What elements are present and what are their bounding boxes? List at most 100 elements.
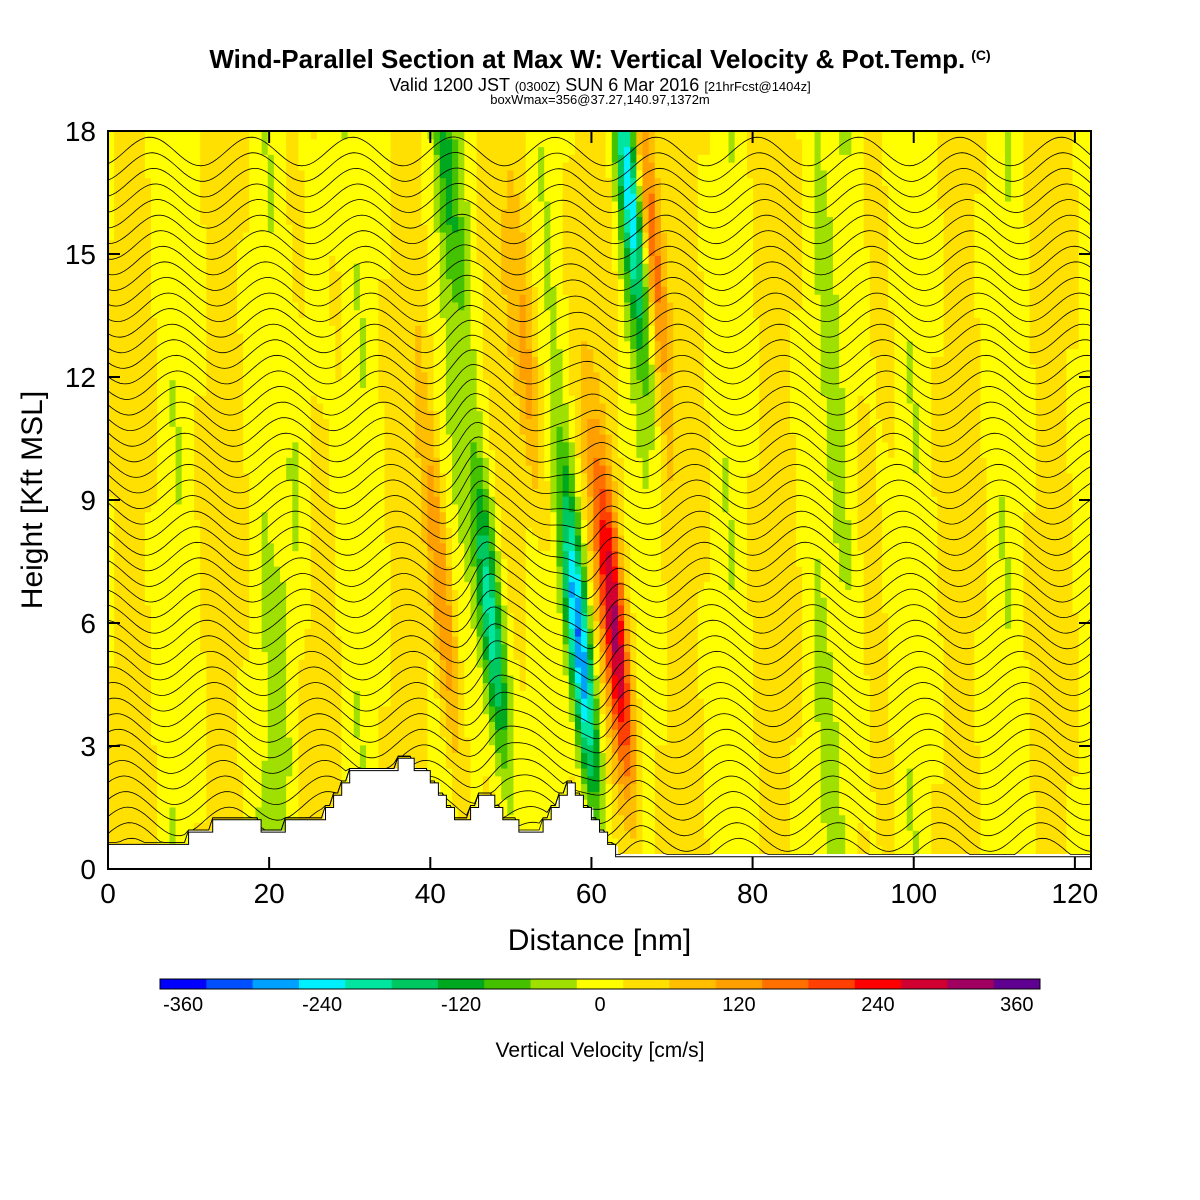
velocity-cell xyxy=(194,705,201,715)
velocity-cell xyxy=(316,379,324,388)
velocity-cell xyxy=(157,200,164,210)
velocity-cell xyxy=(224,224,232,233)
velocity-cell xyxy=(323,589,330,598)
velocity-cell xyxy=(273,635,281,645)
velocity-cell xyxy=(212,488,220,497)
velocity-cell xyxy=(206,286,214,295)
velocity-cell xyxy=(292,348,300,357)
velocity-cell xyxy=(108,581,115,590)
velocity-cell xyxy=(286,138,293,148)
velocity-cell xyxy=(175,791,183,800)
velocity-cell xyxy=(341,387,349,396)
velocity-cell xyxy=(396,511,404,521)
velocity-cell xyxy=(280,441,287,451)
velocity-cell xyxy=(267,542,275,552)
velocity-cell xyxy=(249,387,257,396)
velocity-cell xyxy=(353,441,361,451)
velocity-cell xyxy=(163,309,171,319)
velocity-cell xyxy=(132,698,140,707)
velocity-cell xyxy=(144,659,152,668)
velocity-cell xyxy=(138,356,146,365)
velocity-cell xyxy=(224,371,232,381)
velocity-cell xyxy=(132,402,140,412)
velocity-cell xyxy=(304,162,312,171)
velocity-cell xyxy=(372,131,379,140)
velocity-cell xyxy=(138,224,146,233)
velocity-cell xyxy=(108,247,115,256)
velocity-cell xyxy=(433,581,441,590)
velocity-cell xyxy=(310,131,318,140)
velocity-cell xyxy=(157,519,164,528)
velocity-cell xyxy=(347,441,355,451)
velocity-cell xyxy=(316,791,324,800)
velocity-cell xyxy=(409,193,416,202)
velocity-cell xyxy=(126,511,134,521)
velocity-cell xyxy=(194,628,201,637)
velocity-cell xyxy=(304,200,312,210)
velocity-cell xyxy=(181,705,189,715)
velocity-cell xyxy=(194,566,201,575)
velocity-cell xyxy=(273,659,281,668)
velocity-cell xyxy=(224,480,232,489)
velocity-cell xyxy=(366,511,373,521)
velocity-cell xyxy=(175,162,183,171)
velocity-cell xyxy=(212,814,220,823)
velocity-cell xyxy=(200,348,207,357)
velocity-cell xyxy=(396,465,404,474)
velocity-cell xyxy=(347,674,355,684)
velocity-cell xyxy=(132,410,140,420)
velocity-cell xyxy=(237,597,244,606)
velocity-cell xyxy=(132,806,140,816)
velocity-cell xyxy=(157,573,164,583)
velocity-cell xyxy=(169,208,177,218)
velocity-cell xyxy=(366,651,373,660)
velocity-cell xyxy=(316,488,324,497)
velocity-cell xyxy=(120,286,128,295)
velocity-cell xyxy=(144,496,152,505)
velocity-cell xyxy=(292,216,300,225)
velocity-cell xyxy=(421,395,429,404)
velocity-cell xyxy=(415,542,422,552)
velocity-cell xyxy=(372,294,379,303)
velocity-cell xyxy=(249,628,257,637)
velocity-cell xyxy=(335,131,343,140)
velocity-cell xyxy=(249,752,257,761)
velocity-cell xyxy=(310,791,318,800)
velocity-cell xyxy=(212,131,220,140)
velocity-cell xyxy=(230,146,238,155)
velocity-cell xyxy=(126,721,134,730)
velocity-cell xyxy=(267,713,275,722)
velocity-cell xyxy=(372,169,379,179)
velocity-cell xyxy=(359,581,367,590)
velocity-cell xyxy=(316,659,324,668)
velocity-cell xyxy=(341,651,349,660)
velocity-cell xyxy=(452,620,459,629)
velocity-cell xyxy=(249,371,257,381)
velocity-cell xyxy=(175,659,183,668)
velocity-cell xyxy=(218,628,226,637)
velocity-cell xyxy=(138,371,146,381)
velocity-cell xyxy=(427,340,435,350)
velocity-cell xyxy=(132,239,140,249)
velocity-cell xyxy=(206,511,214,521)
velocity-cell xyxy=(249,216,257,225)
velocity-cell xyxy=(163,628,171,637)
velocity-cell xyxy=(230,309,238,319)
velocity-cell xyxy=(120,387,128,396)
velocity-cell xyxy=(359,356,367,365)
velocity-cell xyxy=(421,340,429,350)
velocity-cell xyxy=(261,185,269,194)
velocity-cell xyxy=(249,542,257,552)
velocity-cell xyxy=(194,200,201,210)
velocity-cell xyxy=(427,200,435,210)
velocity-cell xyxy=(366,387,373,396)
velocity-cell xyxy=(427,752,435,761)
velocity-cell xyxy=(384,317,392,326)
velocity-cell xyxy=(144,263,152,272)
velocity-cell xyxy=(323,200,330,210)
velocity-cell xyxy=(396,643,404,653)
velocity-cell xyxy=(329,597,336,606)
velocity-cell xyxy=(347,566,355,575)
velocity-cell xyxy=(415,410,422,420)
velocity-cell xyxy=(286,814,293,823)
